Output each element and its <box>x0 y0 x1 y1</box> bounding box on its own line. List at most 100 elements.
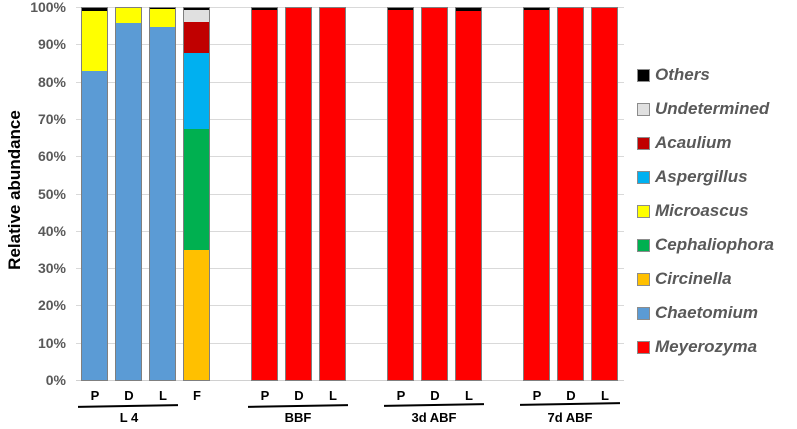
y-tick-label: 50% <box>37 185 66 202</box>
y-tick-label: 40% <box>37 222 66 239</box>
y-axis-title-text: Relative abundance <box>5 110 25 270</box>
gridline <box>76 7 624 8</box>
legend-label: Microascus <box>655 201 749 220</box>
x-category-label: P <box>532 388 542 403</box>
bar-segment-microascus <box>150 9 175 27</box>
bar-segment-meyerozyma <box>320 8 345 380</box>
bar-l4-l <box>149 7 176 381</box>
y-tick-label: 30% <box>37 260 66 277</box>
bar-segment-microascus <box>82 11 107 72</box>
bar-segment-chaetomium <box>150 26 175 380</box>
x-category-label: P <box>260 388 270 403</box>
bar-segment-meyerozyma <box>422 8 447 380</box>
bar-segment-acaulium <box>184 22 209 53</box>
gridline <box>76 82 624 83</box>
y-tick-label: 60% <box>37 148 66 165</box>
bar-bbf-p <box>251 7 278 381</box>
bar-segment-meyerozyma <box>524 9 549 380</box>
group-underline <box>519 402 621 406</box>
x-category-label: D <box>124 388 134 403</box>
x-category-label: P <box>90 388 100 403</box>
bar-segment-microascus <box>116 8 141 23</box>
bar-7dabf-d <box>557 7 584 381</box>
group-label: 3d ABF <box>411 410 457 425</box>
legend-item-acaulium: Acaulium <box>637 126 774 160</box>
x-category-label: D <box>294 388 304 403</box>
legend-label: Acaulium <box>655 133 732 152</box>
bar-segment-meyerozyma <box>388 9 413 380</box>
y-tick-label: 0% <box>45 372 66 388</box>
legend-swatch <box>637 340 650 354</box>
gridline <box>76 231 624 232</box>
x-category-label: P <box>396 388 406 403</box>
group-underline <box>247 404 349 408</box>
legend-swatch <box>637 136 650 150</box>
bar-l4-d <box>115 7 142 381</box>
x-category-label: F <box>193 388 201 403</box>
legend-item-circinella: Circinella <box>637 262 774 296</box>
bar-segment-others <box>150 8 175 10</box>
bar-segment-meyerozyma <box>252 9 277 380</box>
gridline <box>76 156 624 157</box>
x-category-label: L <box>465 388 473 403</box>
legend-item-chaetomium: Chaetomium <box>637 296 774 330</box>
legend-swatch <box>637 204 650 218</box>
bar-segment-circinella <box>184 249 209 380</box>
legend-swatch <box>637 68 650 82</box>
y-tick-label: 80% <box>37 73 66 90</box>
legend-label: Undetermined <box>655 99 770 118</box>
bar-segment-others <box>252 8 277 10</box>
bar-bbf-l <box>319 7 346 381</box>
legend: Others Undetermined Acaulium Aspergillus Mic… <box>637 58 774 364</box>
bar-3dabf-p <box>387 7 414 381</box>
gridline <box>76 305 624 306</box>
gridline <box>76 44 624 45</box>
y-tick-label: 100% <box>30 0 66 15</box>
legend-item-cephaliophora: Cephaliophora <box>637 228 774 262</box>
gridline <box>76 343 624 344</box>
legend-label: Aspergillus <box>655 167 748 186</box>
gridline <box>76 268 624 269</box>
x-category-label: D <box>566 388 576 403</box>
y-tick-label: 90% <box>37 36 66 53</box>
group-underline <box>383 403 485 407</box>
gridline <box>76 194 624 195</box>
legend-swatch <box>637 272 650 286</box>
gridline <box>76 119 624 120</box>
bar-segment-others <box>524 8 549 10</box>
bar-segment-others <box>82 8 107 11</box>
y-tick-label: 20% <box>37 297 66 314</box>
legend-item-others: Others <box>637 58 774 92</box>
legend-item-undetermined: Undetermined <box>637 92 774 126</box>
bar-segment-others <box>388 8 413 10</box>
bar-7dabf-l <box>591 7 618 381</box>
bar-segment-cephaliophora <box>184 128 209 250</box>
group-underline <box>77 404 179 408</box>
x-category-label: L <box>159 388 167 403</box>
bar-3dabf-d <box>421 7 448 381</box>
legend-item-microascus: Microascus <box>637 194 774 228</box>
bar-segment-meyerozyma <box>456 10 481 380</box>
x-category-label: L <box>329 388 337 403</box>
y-axis-title: Relative abundance <box>2 0 28 380</box>
legend-label: Cephaliophora <box>655 235 775 254</box>
bar-segment-meyerozyma <box>558 8 583 380</box>
group-label: L 4 <box>119 410 139 425</box>
legend-swatch <box>637 238 650 252</box>
bar-segment-aspergillus <box>184 52 209 129</box>
bar-7dabf-p <box>523 7 550 381</box>
x-category-label: L <box>601 388 609 403</box>
bar-l4-p <box>81 7 108 381</box>
bar-bbf-d <box>285 7 312 381</box>
legend-swatch <box>637 306 650 320</box>
x-axis-line <box>76 380 624 381</box>
group-label: BBF <box>284 410 312 425</box>
bar-segment-others <box>456 8 481 11</box>
legend-label: Chaetomium <box>655 303 758 322</box>
y-tick-label: 10% <box>37 334 66 351</box>
legend-item-aspergillus: Aspergillus <box>637 160 774 194</box>
legend-label: Others <box>655 65 710 84</box>
bar-f <box>183 7 210 381</box>
bar-segment-chaetomium <box>82 71 107 380</box>
